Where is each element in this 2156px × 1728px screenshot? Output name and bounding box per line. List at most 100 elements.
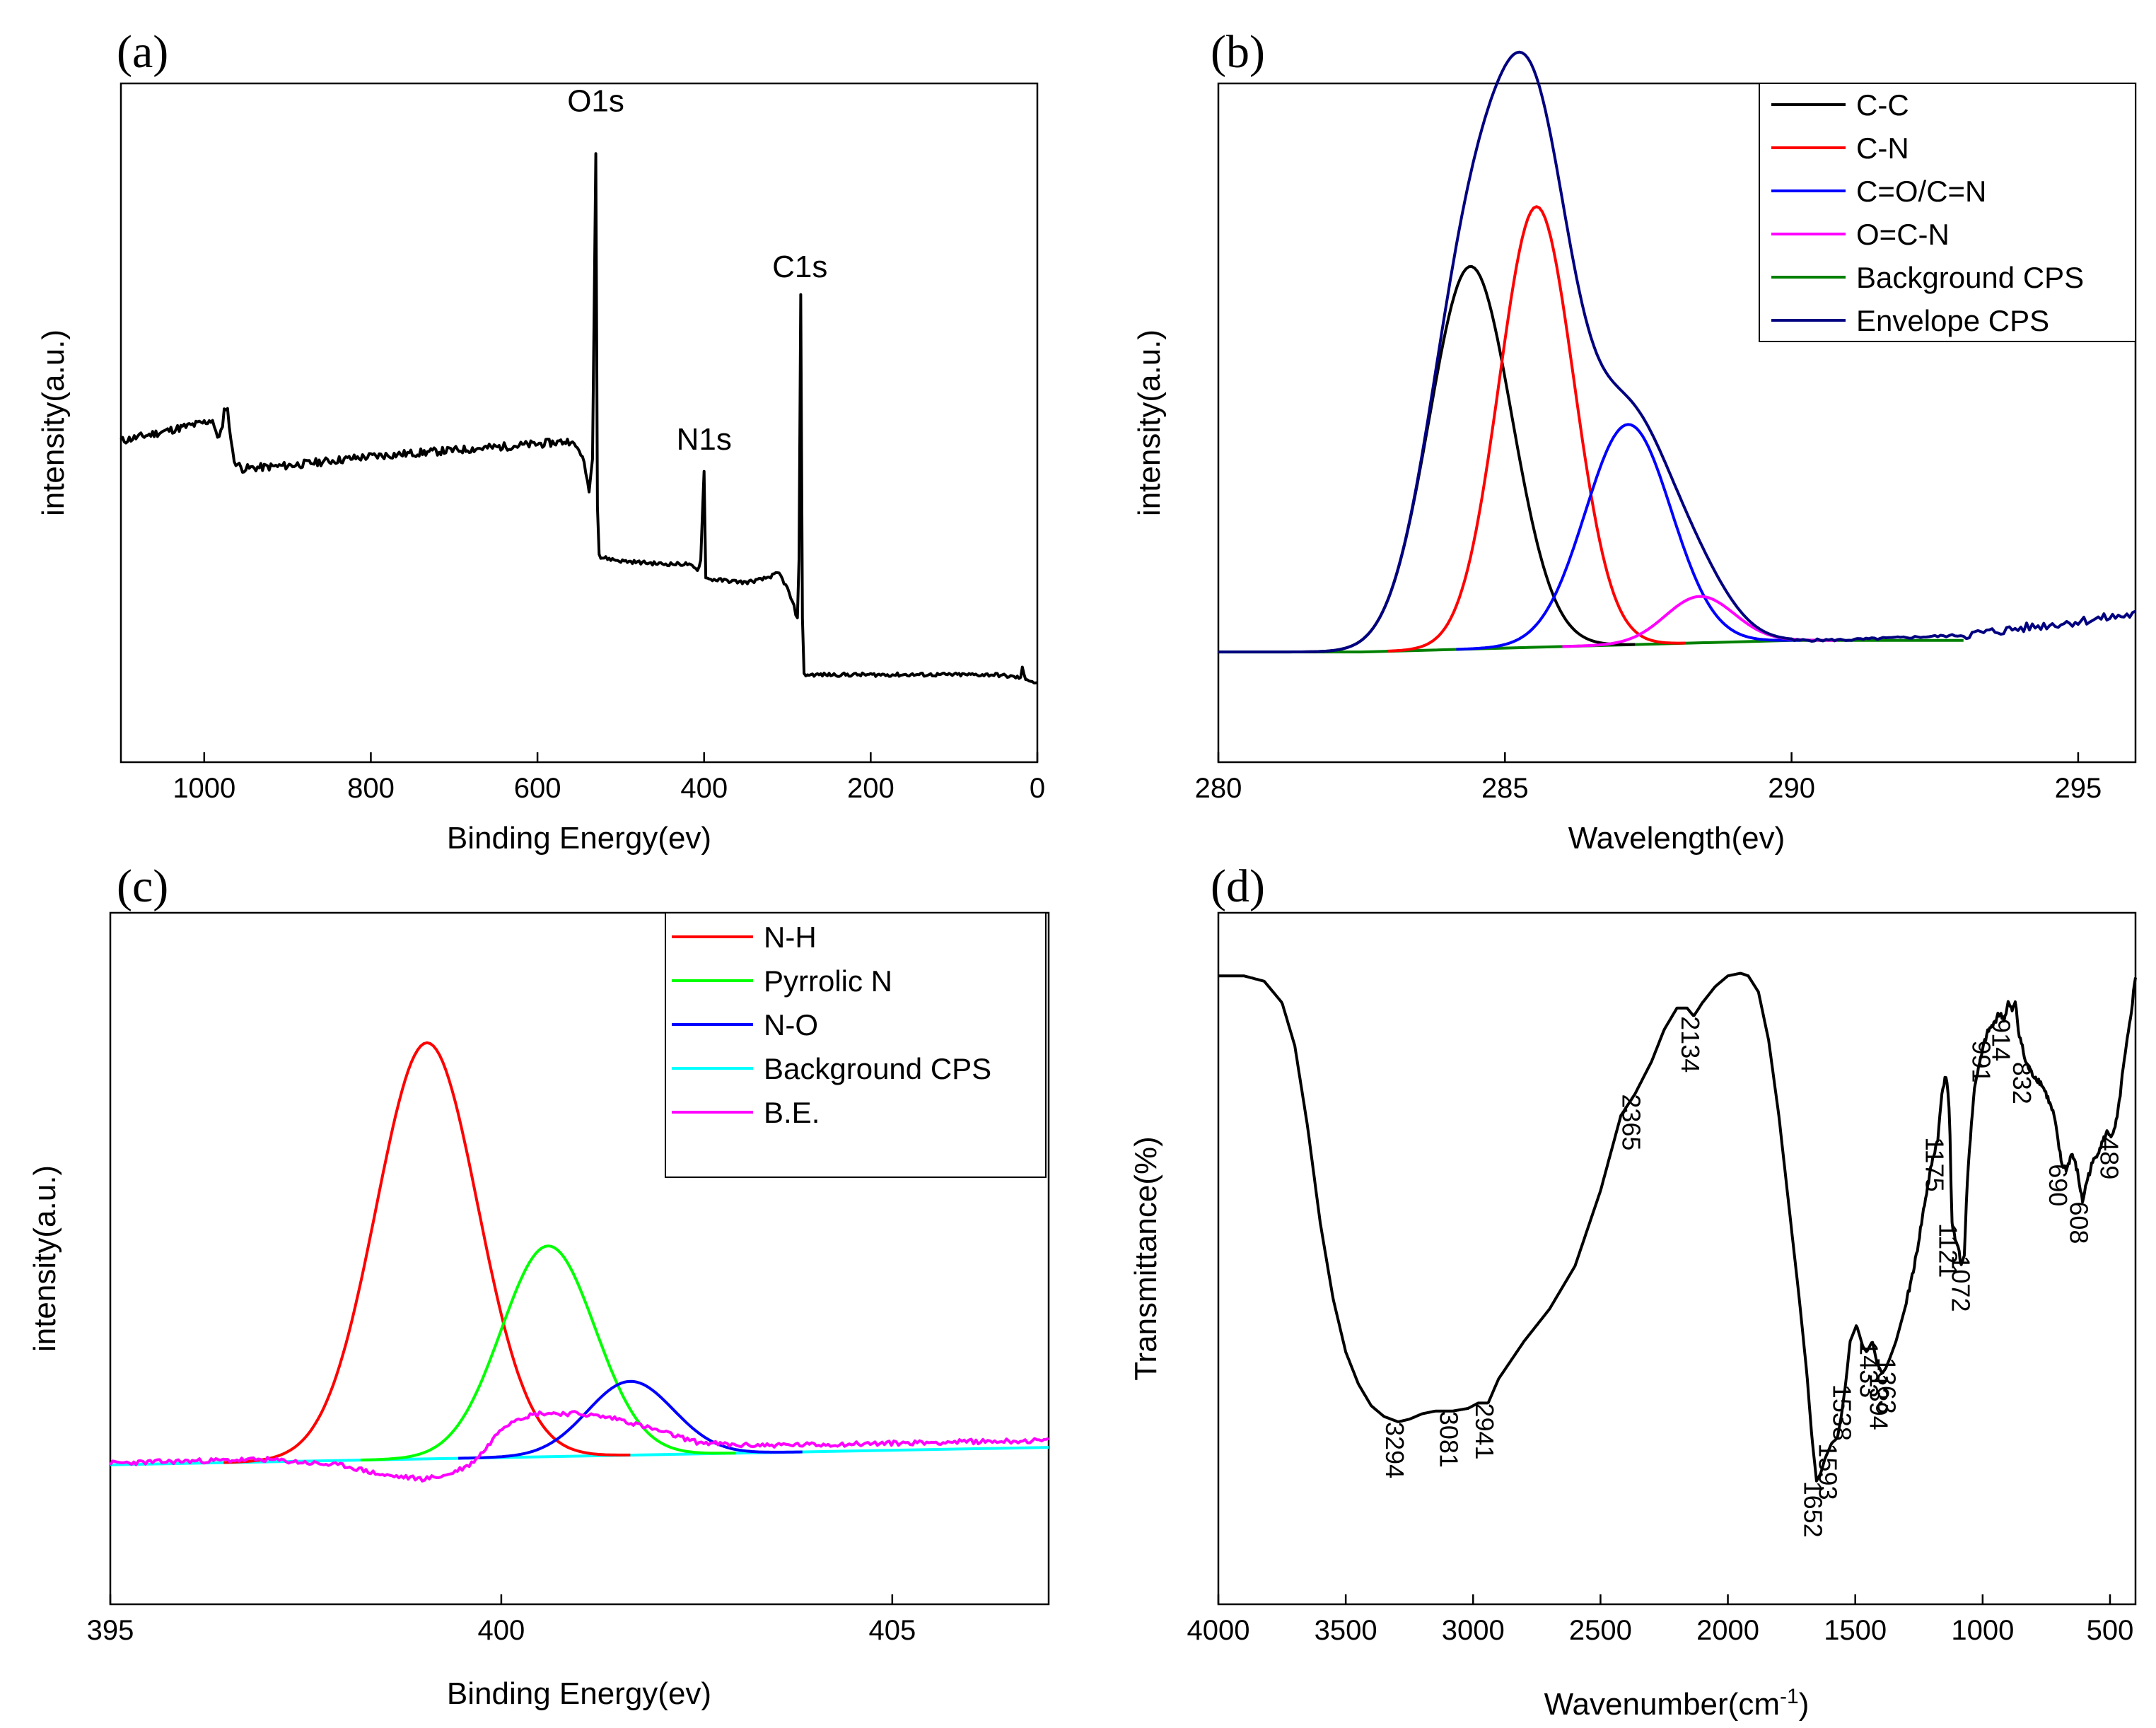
panel-a-label: (a)	[117, 26, 168, 78]
panel-b-label: (b)	[1211, 26, 1265, 78]
survey-spectrum-line	[120, 152, 1038, 684]
peak-label-3294: 3294	[1380, 1422, 1409, 1478]
peak-label-832: 832	[2008, 1062, 2036, 1104]
peak-label-1072: 1072	[1946, 1255, 1975, 1312]
x-tick-label-290: 290	[1768, 773, 1815, 804]
legend-label-pyrrolic-n: Pyrrolic N	[764, 964, 892, 998]
peak-label-n1s: N1s	[677, 422, 732, 457]
x-tick-label-3500: 3500	[1315, 1615, 1377, 1646]
legend-label-o-c-n: O=C-N	[1856, 218, 1950, 251]
panel-a-y-axis-title: intensity(a.u.)	[36, 329, 71, 516]
panel-a-x-axis: 1000 800 600 400 200 0	[173, 752, 1045, 804]
component-n-h-line	[223, 1041, 631, 1464]
panel-b-series	[1218, 50, 2136, 654]
legend-label-be: B.E.	[764, 1096, 820, 1129]
panel-b-y-axis-title: intensity(a.u.)	[1132, 329, 1167, 516]
legend-label-c-c: C-C	[1856, 88, 1909, 122]
panel-c: (c) 395 400 405 Binding Energy(ev) intensi…	[28, 860, 1050, 1711]
component-pyrrolic-n-line	[360, 1244, 736, 1461]
peak-label-1394: 1394	[1864, 1374, 1893, 1430]
component-n-o-line	[458, 1379, 803, 1460]
x-tick-label-1000: 1000	[173, 773, 235, 804]
panel-d-y-axis-title: Transmittance(%)	[1129, 1136, 1163, 1381]
panel-c-label: (c)	[117, 860, 168, 912]
panel-b-plot-frame	[1217, 82, 2137, 764]
panel-d-label: (d)	[1211, 860, 1265, 912]
panel-b-x-axis-title: Wavelength(ev)	[1568, 821, 1785, 856]
x-tick-label-0: 0	[1030, 773, 1045, 804]
panel-a-plot-frame	[120, 82, 1039, 764]
background-cps-line	[110, 1446, 1049, 1466]
legend-label-n-o: N-O	[764, 1008, 818, 1041]
x-tick-label-3000: 3000	[1442, 1615, 1505, 1646]
legend-label-c-n: C-N	[1856, 132, 1909, 165]
panel-b-legend: C-C C-N C=O/C=N O=C-N Background CPS Env…	[1759, 83, 2136, 342]
x-tick-label-400: 400	[478, 1615, 525, 1646]
x-tick-label-1500: 1500	[1824, 1615, 1887, 1646]
x-tick-label-200: 200	[847, 773, 895, 804]
component-c-n-line	[1387, 205, 1686, 653]
peak-label-c1s: C1s	[772, 250, 827, 284]
legend-label-c-o-c-n: C=O/C=N	[1856, 175, 1986, 208]
panel-a-series	[120, 152, 1038, 684]
x-tick-label-2500: 2500	[1569, 1615, 1632, 1646]
panel-a: (a) 1000 800 600 400 200 0 Binding Energy(ev)…	[36, 26, 1045, 856]
legend-label-background-cps: Background CPS	[764, 1052, 991, 1085]
panel-c-plot-frame	[109, 911, 1050, 1606]
legend-label-envelope-cps: Envelope CPS	[1856, 304, 2049, 337]
peak-label-2941: 2941	[1470, 1403, 1499, 1459]
peak-label-1363: 1363	[1872, 1358, 1901, 1414]
component-c-o-c-n-line	[1456, 423, 1800, 651]
panel-a-x-axis-title: Binding Energy(ev)	[447, 821, 711, 856]
peak-label-991: 991	[1967, 1040, 1996, 1082]
panel-c-legend: N-H Pyrrolic N N-O Background CPS B.E.	[665, 912, 1047, 1178]
peak-label-914: 914	[1986, 1019, 2015, 1061]
peak-label-2134: 2134	[1676, 1016, 1705, 1073]
legend-label-n-h: N-H	[764, 921, 817, 954]
panel-c-series	[109, 1041, 1049, 1483]
peak-label-1175: 1175	[1920, 1137, 1949, 1191]
panel-c-x-axis: 395 400 405	[87, 1594, 916, 1646]
peak-label-2365: 2365	[1617, 1094, 1646, 1150]
panel-d-x-axis-title-superscript: -1	[1780, 1685, 1799, 1708]
panel-d-series	[1218, 971, 2137, 1483]
x-tick-label-2000: 2000	[1696, 1615, 1759, 1646]
panel-d-x-axis-title: Wavenumber(cm-1)	[1544, 1685, 1810, 1722]
x-tick-label-395: 395	[87, 1615, 134, 1646]
peak-label-1433: 1433	[1854, 1341, 1883, 1398]
envelope-cps-line	[1218, 50, 2136, 654]
x-tick-label-285: 285	[1481, 773, 1529, 804]
panel-d-plot-frame	[1217, 911, 2137, 1606]
x-tick-label-800: 800	[347, 773, 395, 804]
peak-label-o1s: O1s	[567, 83, 624, 118]
ftir-spectrum-line	[1218, 971, 2137, 1483]
peak-label-489: 489	[2094, 1137, 2123, 1179]
x-tick-label-400: 400	[680, 773, 728, 804]
panel-c-legend-box	[665, 912, 1047, 1178]
peak-label-1652: 1652	[1798, 1481, 1827, 1538]
x-tick-label-600: 600	[514, 773, 561, 804]
panel-d-x-axis-title-suffix: )	[1799, 1687, 1810, 1722]
x-tick-label-500: 500	[2087, 1615, 2134, 1646]
be-line	[109, 1410, 1049, 1483]
panel-b-x-axis: 280 285 290 295	[1195, 752, 2102, 804]
panel-c-x-axis-title: Binding Energy(ev)	[447, 1676, 711, 1711]
panel-d: (d) 4000 3500 3000 2500 2000 1500 1000 500 3294…	[1129, 860, 2137, 1722]
panel-d-x-axis: 4000 3500 3000 2500 2000 1500 1000 500	[1187, 1594, 2134, 1646]
panel-b-legend-box	[1759, 83, 2136, 342]
x-tick-label-295: 295	[2055, 773, 2102, 804]
x-tick-label-280: 280	[1195, 773, 1242, 804]
x-tick-label-405: 405	[868, 1615, 916, 1646]
panel-d-peak-labels: 3294 3081 2941 2365 2134 16521593153814331394…	[1380, 1016, 2123, 1538]
panel-b: (b) 280 285 290 295 Wavelength(ev) intensit…	[1132, 26, 2137, 856]
peak-label-608: 608	[2065, 1201, 2094, 1244]
peak-label-1538: 1538	[1827, 1384, 1856, 1441]
x-tick-label-4000: 4000	[1187, 1615, 1250, 1646]
peak-label-3081: 3081	[1435, 1411, 1464, 1468]
legend-label-background-cps: Background CPS	[1856, 261, 2084, 294]
panel-c-y-axis-title: intensity(a.u.)	[28, 1165, 62, 1352]
x-tick-label-1000: 1000	[1951, 1615, 2014, 1646]
peak-label-690: 690	[2044, 1164, 2073, 1206]
peak-label-1121: 1121	[1934, 1223, 1963, 1278]
